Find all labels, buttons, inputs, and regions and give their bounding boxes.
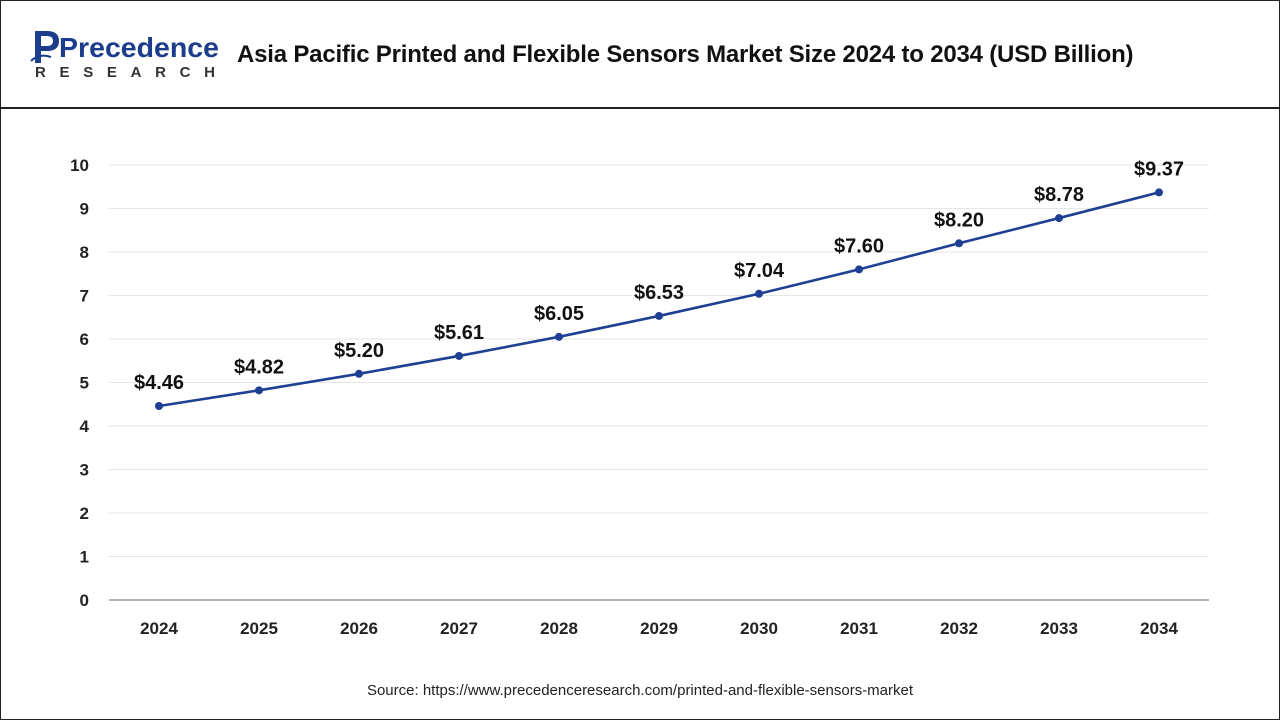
data-label: $5.61	[434, 322, 484, 344]
y-tick-label: 9	[80, 200, 89, 219]
data-point	[155, 401, 163, 410]
data-label: $6.05	[534, 303, 584, 325]
x-tick-label: 2031	[840, 619, 878, 638]
y-tick-label: 4	[80, 417, 90, 436]
data-label: $4.46	[134, 372, 184, 394]
y-tick-label: 5	[80, 374, 89, 393]
data-point	[355, 369, 363, 378]
data-label: $7.04	[734, 260, 785, 282]
x-tick-label: 2034	[1140, 619, 1178, 638]
logo-swoosh	[30, 54, 52, 62]
data-label: $4.82	[234, 356, 284, 378]
data-label: $8.78	[1034, 184, 1084, 206]
precedence-research-logo: Precedence RESEARCH	[30, 31, 219, 81]
data-label: $8.20	[934, 209, 984, 231]
y-tick-label: 8	[80, 243, 89, 262]
data-point	[255, 386, 263, 395]
data-point	[955, 239, 963, 248]
x-tick-label: 2033	[1040, 619, 1078, 638]
data-point	[1055, 214, 1063, 223]
data-point	[555, 332, 563, 341]
x-tick-label: 2025	[240, 619, 278, 638]
data-point	[455, 351, 463, 360]
x-tick-label: 2028	[540, 619, 578, 638]
data-point	[1155, 188, 1163, 197]
data-label: $6.53	[634, 282, 684, 304]
y-tick-label: 7	[80, 287, 89, 306]
data-point	[655, 311, 663, 320]
header: Precedence RESEARCH Asia Pacific Printed…	[1, 1, 1279, 109]
data-label: $5.20	[334, 340, 384, 362]
x-tick-label: 2027	[440, 619, 478, 638]
x-tick-label: 2032	[940, 619, 978, 638]
x-tick-label: 2029	[640, 619, 678, 638]
source-note: Source: https://www.precedenceresearch.c…	[366, 682, 914, 699]
x-tick-label: 2024	[140, 619, 178, 638]
y-tick-label: 2	[80, 504, 89, 523]
x-tick-label: 2026	[340, 619, 378, 638]
chart-title: Asia Pacific Printed and Flexible Sensor…	[237, 41, 1134, 68]
data-label: $7.60	[834, 235, 884, 257]
y-tick-label: 1	[80, 548, 89, 567]
x-tick-label: 2030	[740, 619, 778, 638]
data-point	[755, 289, 763, 298]
y-tick-label: 0	[80, 591, 89, 610]
y-tick-label: 6	[80, 330, 89, 349]
y-tick-label: 3	[80, 461, 89, 480]
logo-word: Precedence	[59, 32, 219, 63]
data-point	[855, 265, 863, 274]
data-label: $9.37	[1134, 158, 1184, 180]
y-tick-label: 10	[70, 156, 89, 175]
